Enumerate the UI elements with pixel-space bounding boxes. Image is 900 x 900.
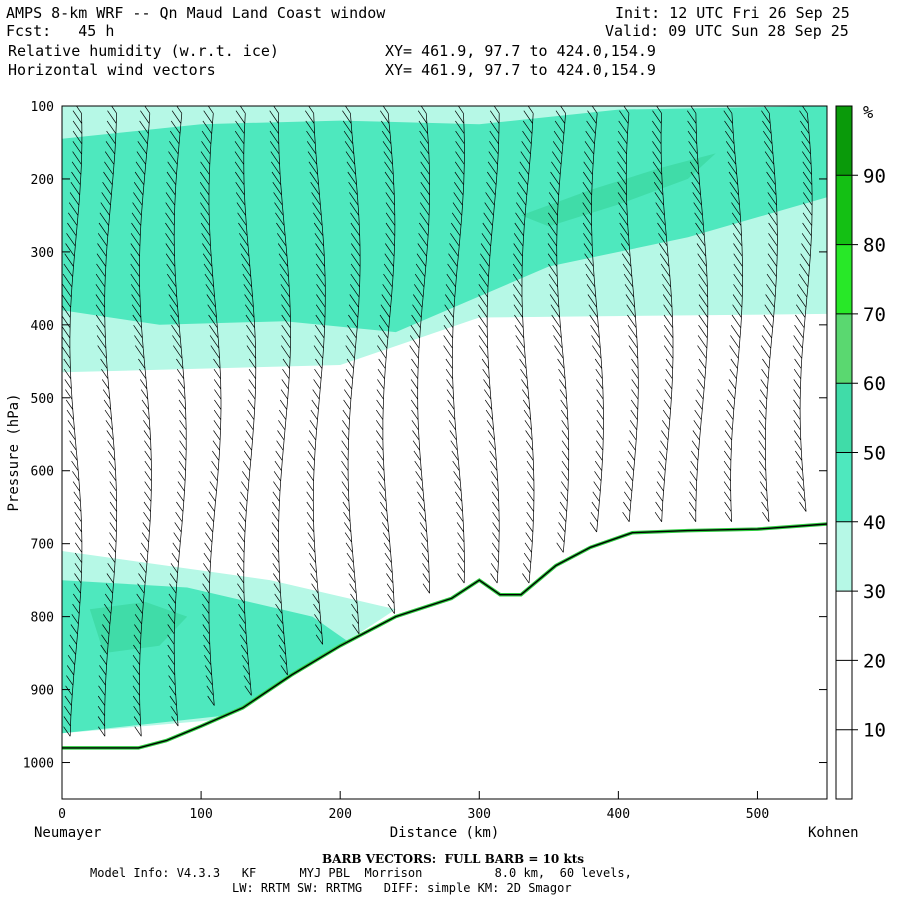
colorbar-label-30: 30 <box>863 581 886 603</box>
x-axis-label: Distance (km) <box>390 825 500 841</box>
wind-barb-column-18 <box>687 106 709 522</box>
colorbar-label-70: 70 <box>863 304 886 326</box>
y-tick-label-300: 300 <box>31 246 54 261</box>
xy-coordinates-1: XY= 461.9, 97.7 to 424.0,154.9 <box>385 42 656 60</box>
y-axis-label: Pressure (hPa) <box>6 393 22 511</box>
wind-barb-column-4 <box>199 106 222 706</box>
colorbar-label-40: 40 <box>863 512 886 534</box>
y-tick-label-1000: 1000 <box>23 757 54 772</box>
wind-barb-column-21 <box>792 106 813 512</box>
y-tick-label-500: 500 <box>31 392 54 407</box>
x-tick-label-300: 300 <box>468 807 491 822</box>
colorbar-band-6 <box>836 313 852 384</box>
start-location-label: Neumayer <box>34 825 101 841</box>
init-time: Init: 12 UTC Fri 26 Sep 25 <box>615 4 850 22</box>
wind-barb-column-13 <box>512 106 535 584</box>
colorbar-band-3 <box>836 521 852 592</box>
colorbar-label-20: 20 <box>863 650 886 672</box>
wind-barb-column-16 <box>617 106 639 522</box>
plot-title: AMPS 8-km WRF -- Qn Maud Land Coast wind… <box>6 4 386 22</box>
barb-legend: BARB VECTORS: FULL BARB = 10 kts <box>322 852 585 866</box>
model-info: Model Info: V4.3.3 KF MYJ PBL Morrison 8… <box>90 866 632 880</box>
wind-barb-column-11 <box>443 106 465 584</box>
colorbar-unit: % <box>863 103 873 123</box>
rh-region-1 <box>62 106 827 333</box>
x-tick-label-400: 400 <box>607 807 630 822</box>
rh-region-5 <box>89 602 188 654</box>
wind-barb-column-12 <box>478 106 500 584</box>
wind-barb-column-3 <box>165 106 187 727</box>
rh-region-2 <box>521 153 716 227</box>
wind-barb-column-10 <box>409 106 430 594</box>
y-tick-label-100: 100 <box>31 100 54 115</box>
field-label-rh: Relative humidity (w.r.t. ice) <box>8 42 279 60</box>
x-tick-label-500: 500 <box>746 807 769 822</box>
y-tick-label-200: 200 <box>31 173 54 188</box>
colorbar-band-5 <box>836 383 852 453</box>
colorbar-band-7 <box>836 244 852 314</box>
y-tick-label-700: 700 <box>31 538 54 553</box>
plot-frame <box>61 105 828 800</box>
wind-barb-column-7 <box>305 106 326 645</box>
wind-barb-column-17 <box>652 106 674 522</box>
wind-barb-column-20 <box>758 106 778 522</box>
colorbar-label-10: 10 <box>863 720 886 742</box>
x-tick-label-100: 100 <box>189 807 212 822</box>
forecast-hour: Fcst: 45 h <box>6 22 115 40</box>
colorbar-band-2 <box>836 591 852 661</box>
terrain-fill <box>62 524 827 799</box>
x-tick-label-200: 200 <box>328 807 351 822</box>
colorbar-band-4 <box>836 452 852 522</box>
wind-barb-column-19 <box>723 106 743 522</box>
valid-time: Valid: 09 UTC Sun 28 Sep 25 <box>605 22 849 40</box>
colorbar-band-0 <box>836 729 852 799</box>
wind-barb-column-14 <box>547 106 570 553</box>
x-tick-label-0: 0 <box>58 807 66 822</box>
colorbar-band-1 <box>836 660 852 730</box>
wind-barb-column-6 <box>269 106 291 676</box>
end-location-label: Kohnen <box>808 825 859 841</box>
colorbar-label-90: 90 <box>863 165 886 187</box>
y-tick-label-800: 800 <box>31 611 54 626</box>
colorbar-label-50: 50 <box>863 443 886 465</box>
y-tick-label-400: 400 <box>31 319 54 334</box>
wind-barb-column-1 <box>95 106 118 737</box>
y-tick-label-900: 900 <box>31 684 54 699</box>
colorbar-label-60: 60 <box>863 373 886 395</box>
wind-barb-column-0 <box>62 106 83 737</box>
wind-barb-column-8 <box>341 106 361 635</box>
model-physics: LW: RRTM SW: RRTMG DIFF: simple KM: 2D S… <box>232 881 572 895</box>
wind-barb-column-9 <box>376 106 396 614</box>
y-tick-label-600: 600 <box>31 465 54 480</box>
colorbar-label-80: 80 <box>863 235 886 257</box>
terrain-line <box>62 523 827 749</box>
wind-barb-column-15 <box>582 106 604 533</box>
field-label-wind: Horizontal wind vectors <box>8 61 216 79</box>
xy-coordinates-2: XY= 461.9, 97.7 to 424.0,154.9 <box>385 61 656 79</box>
wind-barb-column-5 <box>234 106 257 696</box>
colorbar-band-8 <box>836 175 852 245</box>
wind-barb-column-2 <box>130 106 152 737</box>
colorbar-band-9 <box>836 106 852 176</box>
